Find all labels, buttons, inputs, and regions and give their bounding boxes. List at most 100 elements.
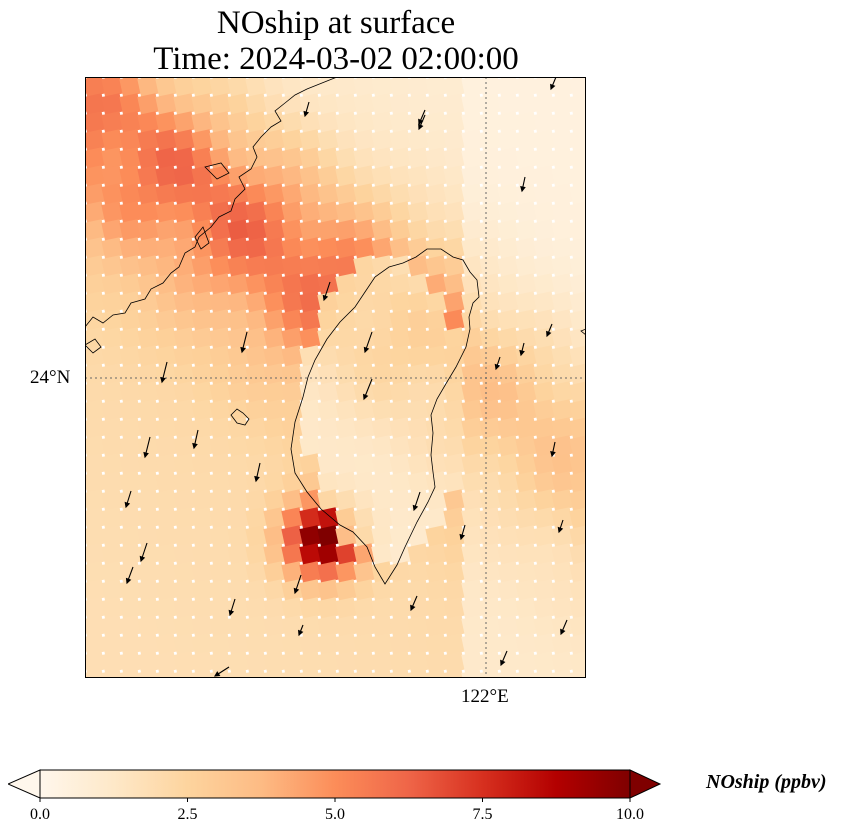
field-pixel [227, 129, 250, 152]
field-pixel [137, 327, 160, 350]
field-pixel [479, 345, 502, 368]
field-pixel [353, 561, 376, 584]
field-pixel [371, 633, 394, 656]
field-pixel [425, 381, 448, 404]
wind-arrow [240, 331, 248, 354]
field-pixel [551, 93, 574, 116]
field-pixel [173, 561, 196, 584]
field-pixel [407, 435, 430, 458]
field-pixel [515, 507, 538, 530]
field-pixel [335, 381, 358, 404]
field-pixel [263, 453, 286, 476]
field-pixel [515, 309, 538, 332]
field-pixel [479, 651, 502, 674]
field-pixel [299, 471, 322, 494]
colorbar [8, 769, 662, 802]
field-pixel [299, 543, 322, 566]
field-pixel [281, 435, 304, 458]
field-pixel [533, 237, 556, 260]
field-pixel [497, 525, 520, 548]
field-pixel [443, 327, 466, 350]
field-pixel [101, 165, 124, 188]
field-pixel [407, 255, 430, 278]
field-pixel [299, 633, 322, 656]
field-pixel [407, 183, 430, 206]
field-pixel [425, 489, 448, 512]
field-pixel [209, 417, 232, 440]
field-pixel [137, 147, 160, 170]
field-pixel [371, 77, 394, 98]
noship-field-map [85, 77, 586, 678]
field-pixel [191, 77, 214, 98]
field-pixel [515, 561, 538, 584]
field-pixel [569, 453, 586, 476]
field-pixel [245, 561, 268, 584]
field-pixel [155, 597, 178, 620]
field-pixel [119, 129, 142, 152]
field-pixel [101, 597, 124, 620]
field-pixel [155, 273, 178, 296]
field-pixel [551, 669, 574, 678]
field-pixel [407, 165, 430, 188]
field-pixel [85, 615, 106, 638]
field-pixel [461, 381, 484, 404]
field-pixel [497, 237, 520, 260]
field-pixel [155, 651, 178, 674]
field-pixel [443, 615, 466, 638]
field-pixel [209, 615, 232, 638]
field-pixel [173, 77, 196, 98]
field-pixel [407, 345, 430, 368]
field-pixel [245, 201, 268, 224]
field-pixel [551, 561, 574, 584]
field-pixel [155, 255, 178, 278]
field-pixel [263, 219, 286, 242]
field-pixel [173, 129, 196, 152]
wind-arrow [213, 666, 230, 677]
wind-arrow [500, 650, 508, 667]
field-pixel [263, 291, 286, 314]
field-pixel [281, 147, 304, 170]
field-pixel [173, 147, 196, 170]
field-pixel [263, 77, 286, 98]
field-pixel [299, 183, 322, 206]
field-pixel [353, 471, 376, 494]
field-pixel [461, 471, 484, 494]
field-pixel [353, 633, 376, 656]
field-pixel [461, 345, 484, 368]
field-pixel [443, 165, 466, 188]
field-pixel [389, 183, 412, 206]
field-pixel [497, 219, 520, 242]
field-pixel [569, 543, 586, 566]
field-pixel [155, 471, 178, 494]
field-pixel [85, 237, 106, 260]
field-pixel [335, 77, 358, 98]
field-pixel [461, 543, 484, 566]
field-pixel [515, 669, 538, 678]
field-pixel [461, 669, 484, 678]
field-pixel [497, 77, 520, 98]
field-pixel [461, 111, 484, 134]
field-pixel [461, 129, 484, 152]
field-pixel [371, 669, 394, 678]
field-pixel [263, 597, 286, 620]
field-pixel [299, 201, 322, 224]
field-pixel [425, 201, 448, 224]
field-pixel [209, 579, 232, 602]
field-pixel [425, 399, 448, 422]
field-pixel [479, 129, 502, 152]
field-pixel [317, 219, 340, 242]
field-pixel [173, 669, 196, 678]
field-pixel [155, 147, 178, 170]
field-pixel [407, 669, 430, 678]
field-pixel [317, 669, 340, 678]
field-pixel [245, 669, 268, 678]
field-pixel [551, 507, 574, 530]
field-pixel [353, 435, 376, 458]
field-pixel [569, 327, 586, 350]
field-pixel [389, 453, 412, 476]
field-pixel [407, 273, 430, 296]
field-pixel [569, 471, 586, 494]
field-pixel [119, 327, 142, 350]
field-pixel [569, 507, 586, 530]
field-pixel [515, 327, 538, 350]
